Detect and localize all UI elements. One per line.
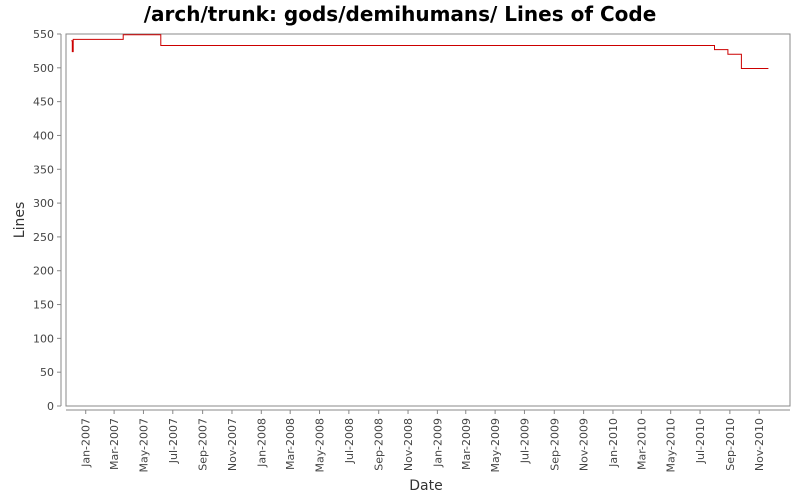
- y-tick-label: 0: [47, 400, 54, 413]
- x-axis-ticks: Jan-2007 Mar-2007 May-2007 Jul-2007 Sep-2007…: [80, 410, 766, 473]
- y-axis-label: Lines: [12, 202, 28, 238]
- x-tick-label: Sep-2007: [197, 418, 210, 471]
- x-tick-label: Mar-2008: [284, 418, 297, 470]
- x-tick-label: Sep-2010: [724, 418, 737, 471]
- y-tick-label: 550: [33, 28, 54, 41]
- x-tick-label: Jul-2007: [167, 418, 180, 464]
- x-tick-label: Nov-2009: [578, 418, 591, 471]
- y-tick-label: 300: [33, 197, 54, 210]
- x-tick-label: Sep-2009: [548, 418, 561, 471]
- y-tick-label: 100: [33, 332, 54, 345]
- chart-title: /arch/trunk: gods/demihumans/ Lines of C…: [144, 2, 657, 26]
- x-tick-label: Jul-2008: [343, 418, 356, 464]
- x-tick-label: Jan-2007: [80, 418, 93, 468]
- x-tick-label: May-2007: [137, 418, 150, 473]
- series-group: [71, 34, 769, 69]
- plot-area: [65, 33, 791, 407]
- y-tick-label: 200: [33, 265, 54, 278]
- y-tick-label: 500: [33, 62, 54, 75]
- y-tick-label: 150: [33, 299, 54, 312]
- x-tick-label: Jan-2010: [607, 418, 620, 468]
- x-tick-label: Jan-2009: [431, 418, 444, 468]
- x-tick-label: Jul-2009: [518, 418, 531, 464]
- x-tick-label: May-2008: [314, 418, 327, 473]
- x-tick-label: May-2009: [489, 418, 502, 473]
- x-tick-label: Nov-2008: [402, 418, 415, 471]
- y-tick-label: 450: [33, 96, 54, 109]
- x-tick-label: Jul-2010: [694, 418, 707, 464]
- x-tick-label: May-2010: [665, 418, 678, 473]
- y-tick-label: 250: [33, 231, 54, 244]
- x-tick-label: Sep-2008: [373, 418, 386, 471]
- y-tick-label: 400: [33, 129, 54, 142]
- x-tick-label: Nov-2010: [753, 418, 766, 471]
- y-tick-label: 350: [33, 163, 54, 176]
- x-tick-label: Mar-2007: [108, 418, 121, 470]
- y-axis-ticks: 0 50 100 150 200 250 300 350 400 450 500 550: [33, 28, 61, 413]
- y-tick-label: 50: [40, 366, 54, 379]
- x-tick-label: Mar-2010: [635, 418, 648, 470]
- x-tick-label: Nov-2007: [226, 418, 239, 471]
- x-tick-label: Mar-2009: [460, 418, 473, 470]
- x-tick-label: Jan-2008: [255, 418, 268, 468]
- x-axis-label: Date: [409, 478, 442, 494]
- series-line-0: [71, 34, 769, 69]
